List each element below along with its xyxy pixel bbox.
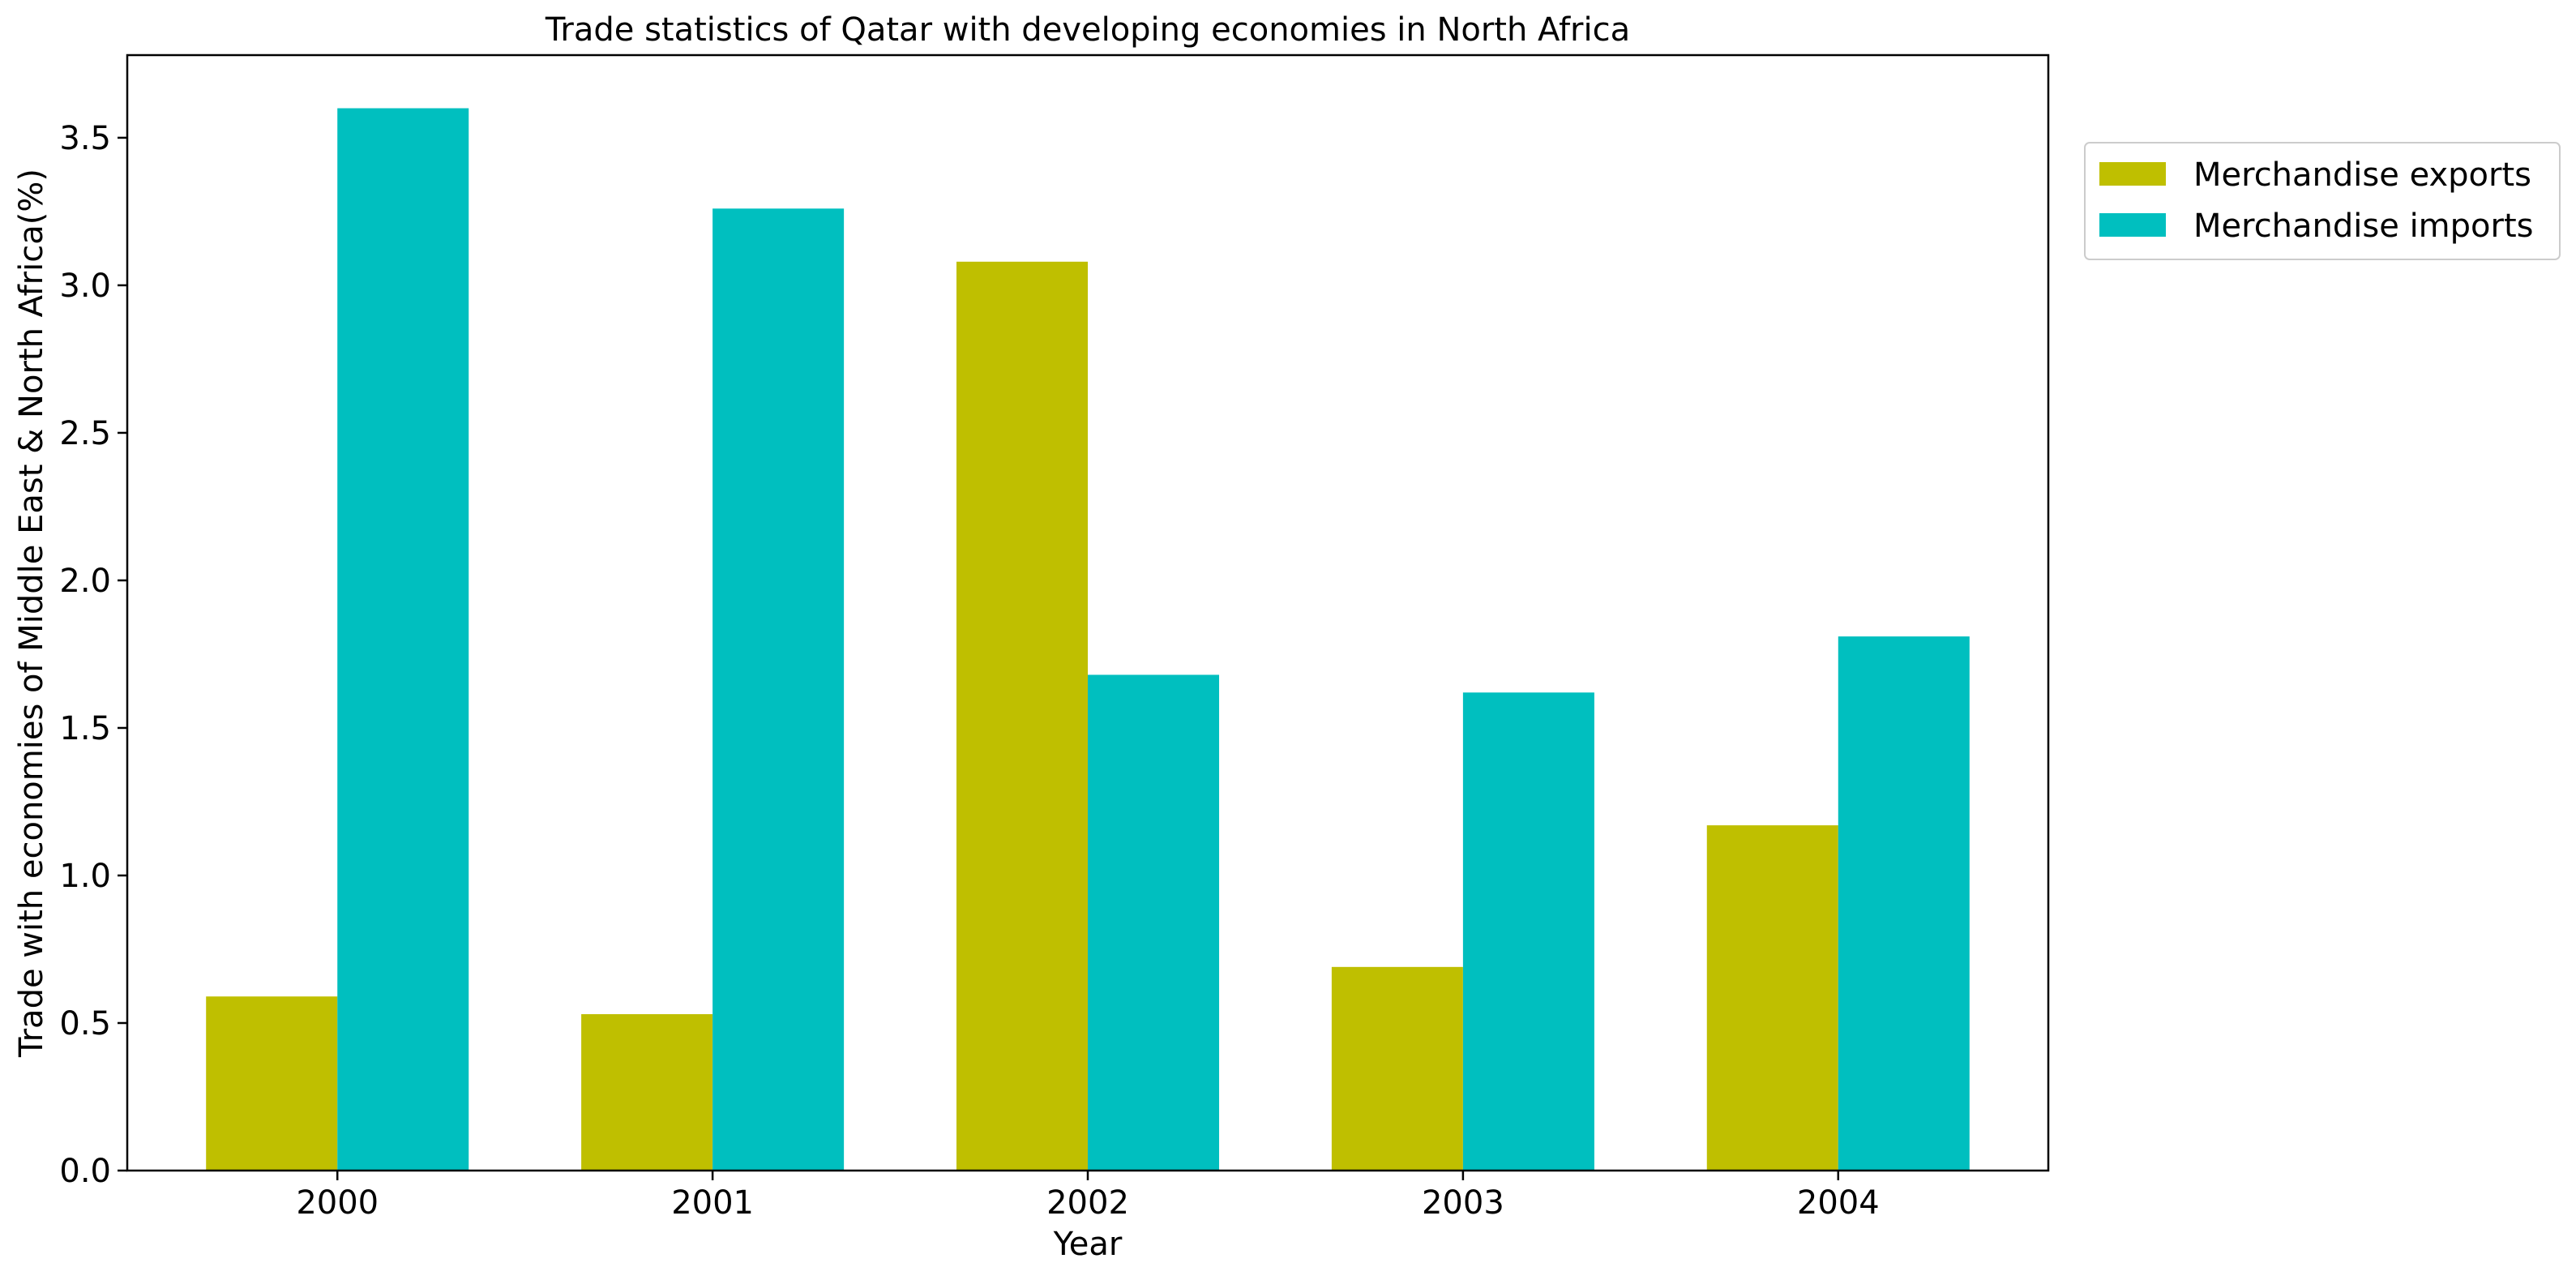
y-tick-label: 1.0 [59,858,111,895]
x-tick-label: 2004 [1797,1184,1880,1222]
x-tick-label: 2001 [671,1184,754,1222]
y-tick-label: 0.5 [59,1005,111,1042]
bar-merchandise-imports-2003 [1462,692,1594,1171]
legend-swatch-merchandise-exports [2099,162,2166,186]
y-tick-label: 1.5 [59,710,111,747]
bar-merchandise-imports-2001 [712,208,845,1171]
y-tick-label: 2.5 [59,415,111,452]
bars-layer [206,108,1970,1171]
x-axis-label: Year [1053,1226,1123,1263]
legend-label-merchandise-exports: Merchandise exports [2193,156,2531,194]
legend: Merchandise exports Merchandise imports [2084,142,2561,260]
y-tick-label: 3.5 [59,120,111,157]
bar-merchandise-exports-2003 [1331,966,1463,1171]
x-axis: 2000 2001 2002 2003 2004 [296,1171,1880,1222]
y-axis-label: Trade with economies of Middle East & No… [13,169,50,1058]
bar-merchandise-imports-2000 [337,108,469,1171]
bar-merchandise-imports-2002 [1088,674,1220,1171]
bar-merchandise-exports-2002 [956,261,1088,1171]
legend-box [2084,142,2561,260]
legend-swatch-merchandise-imports [2099,213,2166,237]
chart-title: Trade statistics of Qatar with developin… [545,11,1630,49]
y-tick-label: 3.0 [59,268,111,305]
legend-label-merchandise-imports: Merchandise imports [2193,208,2533,245]
x-tick-label: 2002 [1046,1184,1129,1222]
y-axis: 0.0 0.5 1.0 1.5 2.0 2.5 3.0 3.5 [59,120,127,1190]
x-tick-label: 2000 [296,1184,379,1222]
y-tick-label: 2.0 [59,563,111,600]
x-tick-label: 2003 [1422,1184,1504,1222]
bar-merchandise-exports-2001 [581,1014,713,1171]
bar-merchandise-exports-2000 [206,996,338,1171]
bar-merchandise-exports-2004 [1706,825,1838,1171]
bar-merchandise-imports-2004 [1838,636,1970,1171]
y-tick-label: 0.0 [59,1153,111,1190]
